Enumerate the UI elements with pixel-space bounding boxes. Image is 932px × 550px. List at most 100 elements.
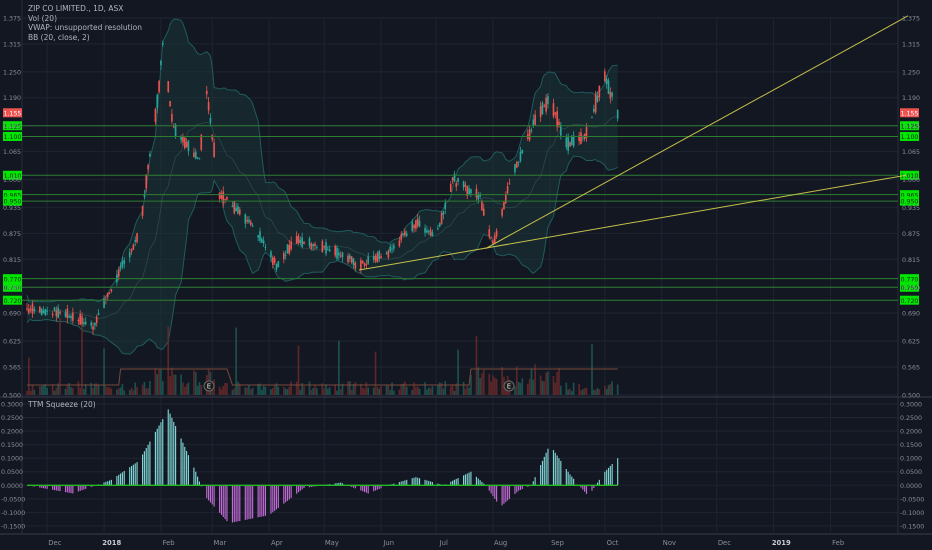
volume-bar xyxy=(187,382,190,395)
price-axis-tick: 0.690 xyxy=(3,311,21,318)
volume-bar xyxy=(545,372,547,395)
price-axis-tick: 0.750 xyxy=(3,285,21,292)
candle-body xyxy=(325,242,327,254)
candle-body xyxy=(92,326,94,330)
candle-body xyxy=(517,161,520,163)
vwap-legend[interactable]: VWAP: unsupported resolution xyxy=(28,23,142,32)
volume-bar xyxy=(405,386,408,395)
candle-body xyxy=(389,246,392,252)
volume-bar xyxy=(235,327,237,395)
volume-bar xyxy=(429,388,432,395)
candle-body xyxy=(310,243,313,250)
volume-bar xyxy=(604,385,606,395)
volume-bar xyxy=(284,388,287,395)
candle-body xyxy=(299,239,302,243)
candle-body xyxy=(183,137,186,148)
candle-body xyxy=(611,92,614,97)
price-axis-tick: 1.190 xyxy=(3,95,21,102)
candle-body xyxy=(493,235,496,243)
candle-body xyxy=(128,252,131,258)
volume-bar xyxy=(66,384,69,395)
candle-body xyxy=(70,315,72,319)
candle-body xyxy=(567,137,569,151)
volume-bar xyxy=(380,386,382,395)
volume-bar xyxy=(121,384,124,395)
candle-body xyxy=(440,212,443,224)
level-tag-label: 0.750 xyxy=(901,285,919,292)
volume-bar xyxy=(582,389,584,395)
trendlines[interactable] xyxy=(358,15,909,271)
volume-bar xyxy=(147,388,149,395)
candle-body xyxy=(488,229,491,237)
volume-bar xyxy=(119,387,122,395)
volume-bar xyxy=(145,388,148,395)
squeeze-axis-tick: 0.3000 xyxy=(900,402,922,409)
volume-bar xyxy=(79,387,82,395)
candle-body xyxy=(387,250,390,258)
horizontal-levels[interactable]: 1.125 1.125 1.100 1.100 1.010 1.010 0.965 0.965… xyxy=(3,108,919,305)
level-tag-label: 1.010 xyxy=(4,173,22,180)
volume-bar xyxy=(578,383,580,395)
candle-body xyxy=(341,252,344,258)
level-tag-label: 0.720 xyxy=(4,298,22,305)
candle-body xyxy=(169,101,171,107)
volume-bar xyxy=(172,374,175,395)
candle-body xyxy=(570,135,573,145)
volume-bar xyxy=(504,386,507,395)
candle-body xyxy=(418,220,421,227)
volume-bar xyxy=(161,381,164,395)
volume-bar xyxy=(464,388,467,395)
volume-bar xyxy=(303,386,305,395)
volume-bar xyxy=(426,389,428,395)
squeeze-title[interactable]: TTM Squeeze (20) xyxy=(28,400,96,409)
earnings-marker-label: E xyxy=(507,383,511,391)
volume-legend[interactable]: Vol (20) xyxy=(28,13,58,23)
candle-body xyxy=(288,245,291,254)
volume-bar xyxy=(517,381,520,395)
candle-body xyxy=(552,103,555,117)
last-price-tag xyxy=(900,108,919,118)
volume-bar xyxy=(249,389,252,395)
volume-bar xyxy=(90,382,93,395)
squeeze-axis-tick: -0.1500 xyxy=(1,523,25,530)
volume-bar xyxy=(519,383,522,395)
candle-body xyxy=(367,256,370,264)
volume-bar xyxy=(598,389,601,395)
price-axis-tick: 0.500 xyxy=(902,393,920,400)
volume-bar xyxy=(169,376,171,395)
candle-body xyxy=(275,263,278,270)
candle-body xyxy=(95,316,98,324)
candle-body xyxy=(156,94,159,109)
candle-body xyxy=(462,181,465,188)
candle-body xyxy=(66,308,69,319)
volume-bar xyxy=(297,345,300,395)
bollinger-bands xyxy=(26,18,618,355)
volume-bar xyxy=(475,335,478,395)
candle-body xyxy=(543,105,546,107)
candle-body xyxy=(270,251,272,258)
volume-bar xyxy=(288,386,291,395)
candle-body xyxy=(593,108,595,112)
time-axis-label: Mar xyxy=(214,539,227,547)
volume-bar xyxy=(376,386,379,395)
candle-body xyxy=(141,205,144,216)
volume-bar xyxy=(108,387,111,395)
candle-body xyxy=(308,238,311,246)
candle-body xyxy=(426,230,428,233)
candle-body xyxy=(541,103,544,115)
volume-bar xyxy=(143,381,146,395)
candle-body xyxy=(180,136,182,141)
candle-body xyxy=(110,289,113,292)
volume-bar xyxy=(616,384,619,395)
price-axis-tick: 0.500 xyxy=(3,393,21,400)
candle-body xyxy=(46,310,49,312)
bb-legend[interactable]: BB (20, close, 2) xyxy=(28,32,90,42)
level-tag xyxy=(900,274,919,284)
volume-bar xyxy=(273,385,276,395)
symbol-title[interactable]: ZIP CO LIMITED., 1D, ASX xyxy=(28,4,124,13)
volume-bar xyxy=(389,390,392,395)
volume-bar xyxy=(431,386,434,395)
volume-bar xyxy=(220,389,223,395)
candle-body xyxy=(361,260,364,264)
